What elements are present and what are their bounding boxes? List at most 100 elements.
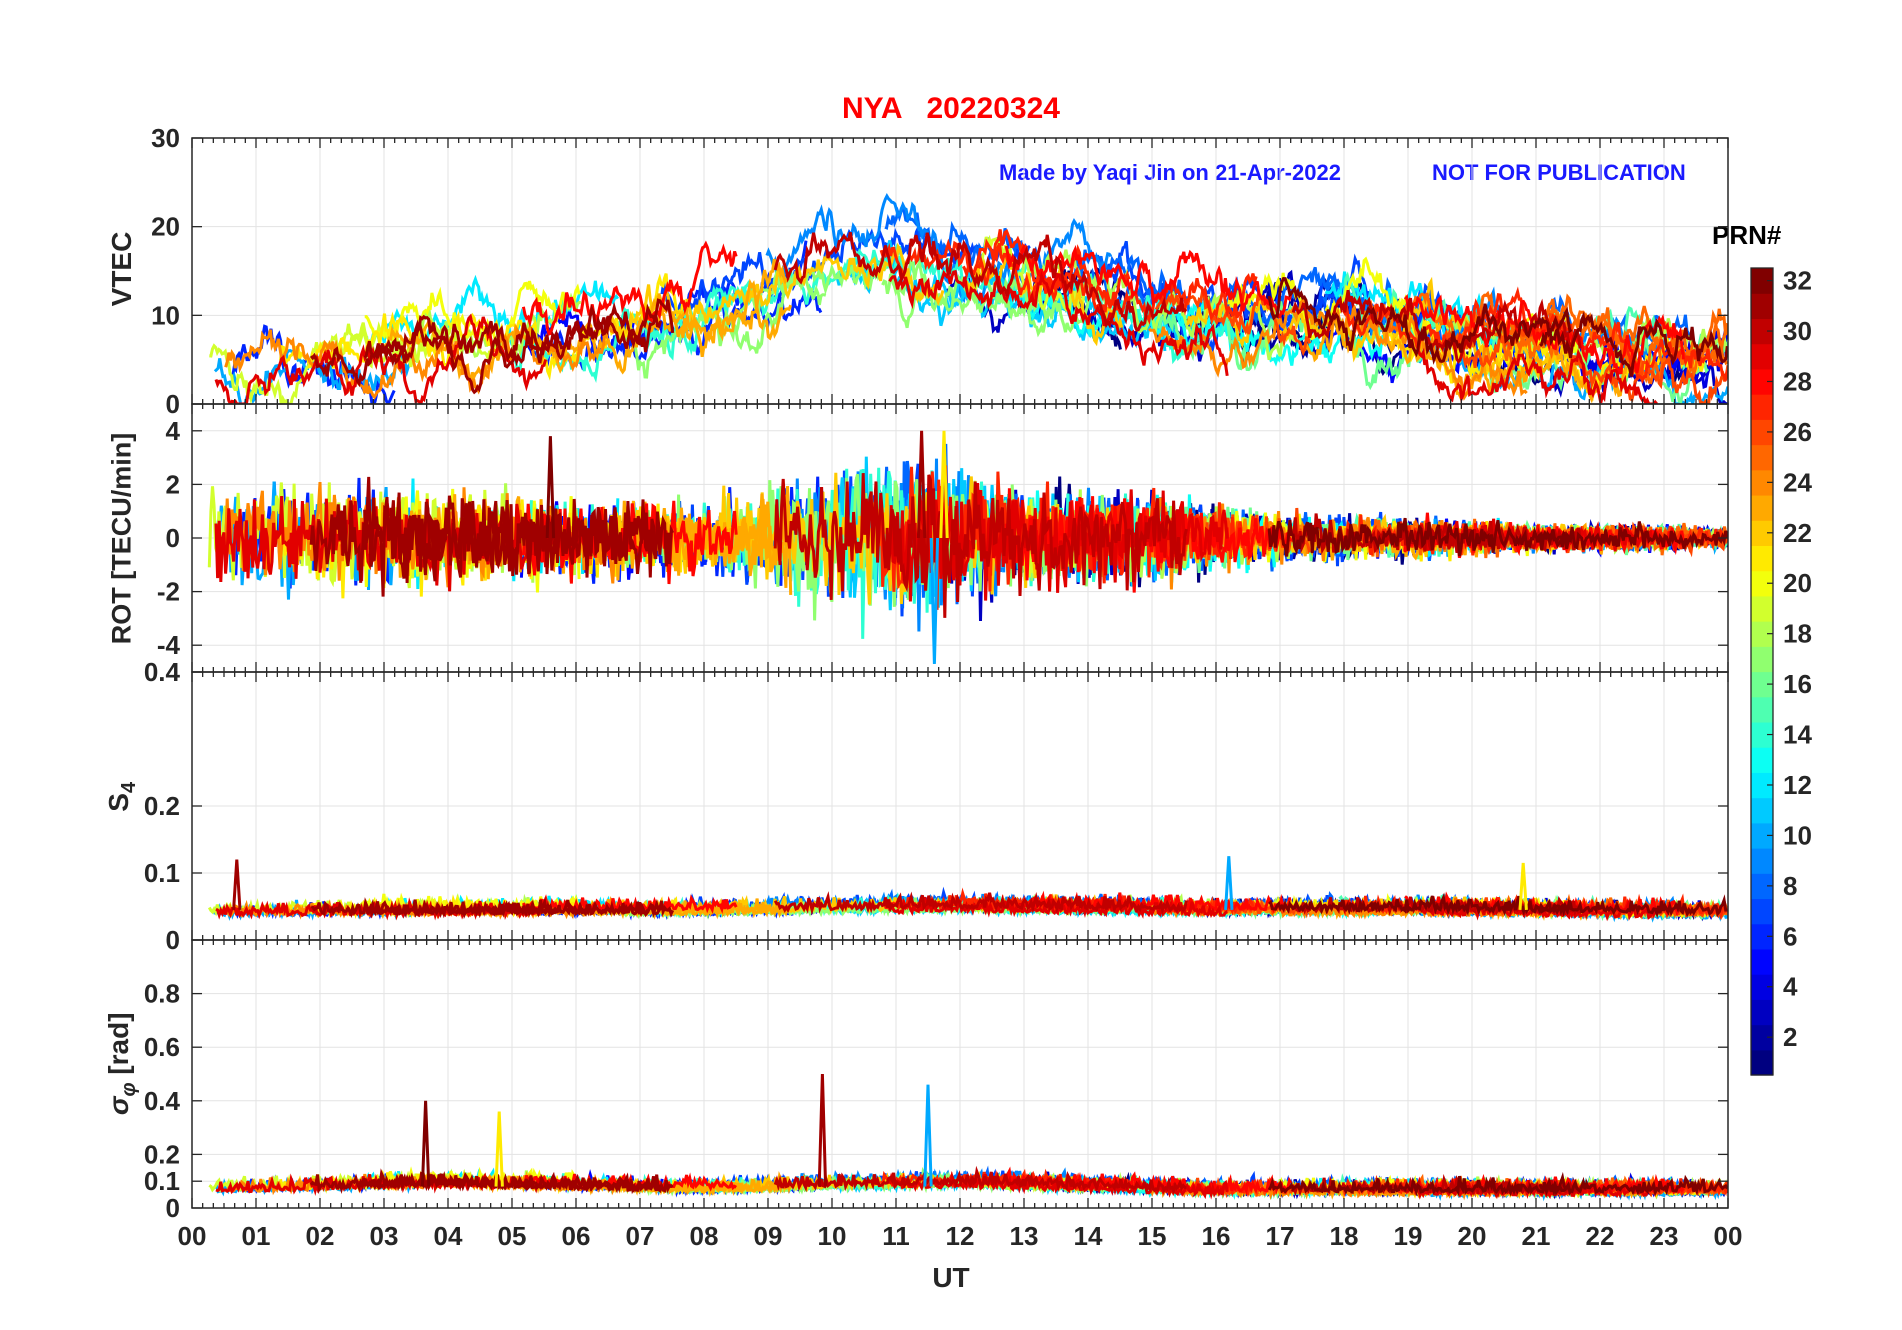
x-tick-label: 10 [818, 1221, 847, 1251]
colorbar-segment [1751, 797, 1773, 824]
x-tick-label: 13 [1010, 1221, 1039, 1251]
spike-mark [939, 430, 949, 539]
x-tick-label: 00 [178, 1221, 207, 1251]
colorbar-segment [1751, 520, 1773, 547]
x-tick-label: 05 [498, 1221, 527, 1251]
y-tick-label: 0 [166, 523, 180, 553]
series-line [888, 269, 1229, 377]
y-tick-label: 0.4 [144, 657, 181, 687]
series-line [1291, 289, 1582, 364]
x-tick-label: 12 [946, 1221, 975, 1251]
series-line [773, 231, 1188, 332]
colorbar-segment [1751, 721, 1773, 748]
colorbar-segment [1751, 873, 1773, 900]
x-tick-label: 16 [1202, 1221, 1231, 1251]
series-group-sigma_phi [208, 1073, 1728, 1202]
series-group-S4 [207, 856, 1728, 923]
axes-sigma_phi: 00.10.2 0.4 0.6 0.8 [144, 939, 1729, 1223]
series-group-VTEC [209, 192, 1728, 404]
series-line [1539, 311, 1728, 377]
axes-S4: 0 0.1 0.2 0.4 [144, 657, 1729, 955]
title-station: NYA [842, 92, 902, 125]
y-tick-label: 0.2 [144, 1139, 180, 1169]
xlabel: UT [932, 1262, 970, 1293]
x-tick-label: 01 [242, 1221, 271, 1251]
colorbar-tick-label: 10 [1783, 820, 1812, 850]
colorbar-segment [1751, 368, 1773, 395]
colorbar-segment [1751, 394, 1773, 420]
colorbar-segment [1751, 999, 1773, 1026]
author-note: Made by Yaqi Jin on 21-Apr-2022 [999, 160, 1341, 185]
y-tick-label: 0.4 [144, 1086, 181, 1116]
series-group-ROT [207, 430, 1728, 664]
colorbar-segment [1751, 923, 1773, 950]
series-line [1538, 521, 1728, 551]
colorbar-segment [1751, 595, 1773, 622]
colorbar-segment [1751, 343, 1773, 370]
series-line [310, 896, 675, 920]
x-tick-label: 09 [754, 1221, 783, 1251]
colorbar-segment [1751, 318, 1773, 345]
colorbar-segment [1751, 419, 1773, 446]
colorbar-tick-label: 28 [1783, 366, 1812, 396]
figure-title: NYA 20220324 [0, 92, 1902, 126]
colorbar-segment [1751, 898, 1773, 925]
publication-note: NOT FOR PUBLICATION [1432, 160, 1686, 185]
colorbar-segment [1751, 948, 1773, 975]
y-tick-label: 0 [166, 1193, 180, 1223]
colorbar-segment [1751, 293, 1773, 320]
colorbar-tick-label: 6 [1783, 921, 1797, 951]
x-tick-label: 15 [1138, 1221, 1167, 1251]
x-tick-label: 02 [306, 1221, 335, 1251]
y-tick-label: 20 [151, 212, 180, 242]
x-tick-label: 00 [1714, 1221, 1743, 1251]
colorbar-tick-label: 30 [1783, 316, 1812, 346]
y-tick-label: 30 [151, 123, 180, 153]
y-tick-label: -2 [157, 577, 180, 607]
x-tick-label: 22 [1586, 1221, 1615, 1251]
colorbar-segment [1751, 1024, 1773, 1051]
spike-mark [1518, 862, 1528, 910]
series-line [363, 301, 663, 369]
spike-mark [232, 859, 242, 910]
series-line [715, 258, 1108, 354]
colorbar-tick-label: 4 [1783, 972, 1798, 1002]
y-tick-label: 0.1 [144, 1166, 180, 1196]
colorbar-segment [1751, 848, 1773, 874]
colorbar-segment [1751, 545, 1773, 572]
colorbar-frame [1750, 267, 1774, 1076]
x-tick-label: 06 [562, 1221, 591, 1251]
series-line [888, 896, 1228, 919]
spike-mark [923, 1084, 933, 1187]
colorbar-tick-label: 16 [1783, 669, 1812, 699]
series-line [1020, 249, 1298, 361]
series-line [309, 476, 675, 597]
y-tick-label: 10 [151, 300, 180, 330]
series-line [1004, 243, 1293, 319]
spike-mark [1224, 856, 1234, 910]
colorbar-segment [1751, 268, 1773, 294]
colorbar-title: PRN# [1712, 220, 1782, 250]
x-tick-label: 19 [1394, 1221, 1423, 1251]
colorbar-tick-label: 22 [1783, 518, 1812, 548]
y-tick-label: 0 [166, 925, 180, 955]
series-line [773, 473, 1188, 618]
colorbar-segment [1751, 469, 1773, 496]
colorbar-segment [1751, 570, 1773, 597]
x-tick-label: 18 [1330, 1221, 1359, 1251]
colorbar-tick-label: 20 [1783, 568, 1812, 598]
colorbar-segment [1751, 974, 1773, 1000]
colorbar-segment [1751, 646, 1773, 673]
x-tick-label: 11 [882, 1221, 910, 1251]
series-line [521, 240, 738, 336]
colorbar-segment [1751, 1049, 1773, 1076]
series-line [1267, 1175, 1573, 1197]
series-line [962, 228, 1258, 325]
spike-mark [494, 1111, 504, 1187]
series-line [1267, 277, 1573, 365]
colorbar-segment [1751, 444, 1773, 471]
y-tick-label: 4 [166, 416, 181, 446]
y-tick-label: 2 [166, 469, 180, 499]
